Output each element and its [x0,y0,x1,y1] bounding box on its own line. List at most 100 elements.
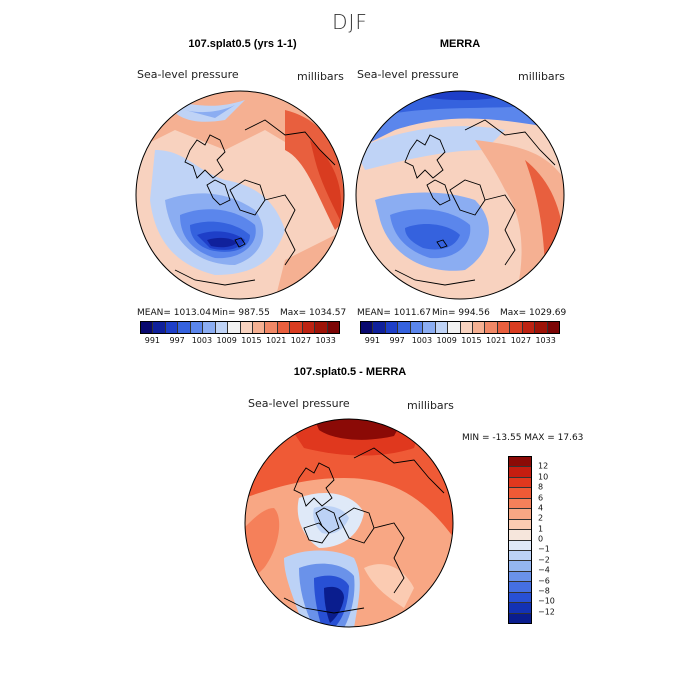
diff-minmax-label: MIN = -13.55 MAX = 17.63 [462,433,584,443]
colorbar-tick-label: 1021 [485,336,507,345]
colorbar-swatch [435,322,449,333]
colorbar-swatch [302,322,316,333]
colorbar-swatch [141,322,154,333]
model-colorbar-ticks: 991 997 1003 1009 1015 1021 1027 1033 [140,336,338,348]
colorbar-swatch [510,322,523,333]
colorbar-tick-label: 1015 [241,336,262,345]
obs-slp-map [355,90,565,300]
colorbar-tick-label: −12 [538,607,555,617]
colorbar-swatch [509,498,531,510]
colorbar-swatch [509,540,531,551]
colorbar-tick-label: 1033 [315,336,336,345]
colorbar-swatch [509,613,531,623]
colorbar-swatch [522,322,536,333]
colorbar-swatch [165,322,179,333]
colorbar-tick-label: 1009 [436,336,457,345]
colorbar-tick-label: 1009 [216,336,237,345]
colorbar-tick-label: 0 [538,534,544,544]
colorbar-swatch [410,322,424,333]
colorbar-swatch [509,571,531,583]
diff-colorbar [508,456,532,624]
colorbar-swatch [203,322,216,333]
colorbar-tick-label: −4 [538,565,550,575]
colorbar-tick-label: −8 [538,586,550,596]
colorbar-tick-label: −1 [538,544,550,554]
colorbar-swatch [327,322,339,333]
diff-units-label: millibars [407,399,454,412]
colorbar-tick-label: 8 [538,482,544,492]
colorbar-tick-label: −10 [538,596,555,606]
model-slp-map [135,90,345,300]
obs-mean-label: MEAN= 1011.67 [357,308,431,318]
colorbar-tick-label: 1027 [510,336,532,345]
diff-slp-map [244,418,454,628]
colorbar-swatch [509,509,531,520]
colorbar-swatch [215,322,229,333]
colorbar-tick-label: 991 [364,336,381,345]
colorbar-swatch [509,467,531,478]
colorbar-swatch [448,322,461,333]
colorbar-swatch [509,457,531,468]
colorbar-tick-label: −6 [538,576,550,585]
colorbar-tick-label: 1015 [461,336,482,345]
colorbar-tick-label: 997 [389,336,405,345]
obs-colorbar-ticks: 991 997 1003 1009 1015 1021 1027 1033 [360,336,558,348]
colorbar-tick-label: 1003 [191,336,213,345]
colorbar-tick-label: 2 [538,513,544,523]
colorbar-swatch [509,550,531,562]
model-mean-label: MEAN= 1013.04 [137,308,211,318]
colorbar-swatch [277,322,291,333]
colorbar-swatch [509,488,531,499]
obs-max-label: Max= 1029.69 [500,308,567,318]
model-colorbar [140,321,340,334]
obs-min-label: Min= 994.56 [432,308,490,318]
colorbar-swatch [509,592,531,604]
colorbar-swatch [252,322,266,333]
obs-units-label: millibars [518,70,565,83]
colorbar-swatch [315,322,328,333]
model-variable-label: Sea-level pressure [137,68,239,81]
model-panel-title: 107.splat0.5 (yrs 1-1) [188,38,297,50]
colorbar-tick-label: 4 [538,503,544,513]
colorbar-swatch [535,322,548,333]
colorbar-tick-label: 1 [538,524,544,534]
colorbar-swatch [178,322,191,333]
colorbar-swatch [290,322,303,333]
colorbar-tick-label: 1021 [265,336,287,345]
figure-title: DJF [332,10,368,34]
colorbar-swatch [485,322,498,333]
colorbar-swatch [240,322,253,333]
colorbar-tick-label: 997 [169,336,185,345]
colorbar-swatch [361,322,374,333]
obs-colorbar [360,321,560,334]
model-units-label: millibars [297,70,344,83]
model-max-label: Max= 1034.57 [280,308,347,318]
colorbar-swatch [472,322,486,333]
obs-variable-label: Sea-level pressure [357,68,459,81]
colorbar-swatch [385,322,399,333]
colorbar-swatch [509,519,531,531]
colorbar-tick-label: 6 [538,493,544,502]
model-min-label: Min= 987.55 [212,308,270,318]
colorbar-swatch [509,561,531,572]
diff-panel-title: 107.splat0.5 - MERRA [293,366,407,378]
colorbar-tick-label: 12 [538,461,549,471]
obs-panel-title: MERRA [439,38,481,50]
colorbar-swatch [509,530,531,541]
colorbar-swatch [228,322,241,333]
colorbar-swatch [509,603,531,614]
colorbar-tick-label: 1003 [411,336,433,345]
colorbar-swatch [509,582,531,593]
colorbar-swatch [423,322,436,333]
colorbar-swatch [190,322,204,333]
colorbar-swatch [265,322,278,333]
colorbar-swatch [497,322,511,333]
colorbar-tick-label: 10 [538,472,549,482]
colorbar-swatch [460,322,473,333]
diff-variable-label: Sea-level pressure [248,397,350,410]
colorbar-tick-label: 1027 [290,336,312,345]
colorbar-swatch [509,477,531,489]
colorbar-swatch [153,322,166,333]
colorbar-tick-label: −2 [538,555,550,565]
colorbar-swatch [547,322,559,333]
